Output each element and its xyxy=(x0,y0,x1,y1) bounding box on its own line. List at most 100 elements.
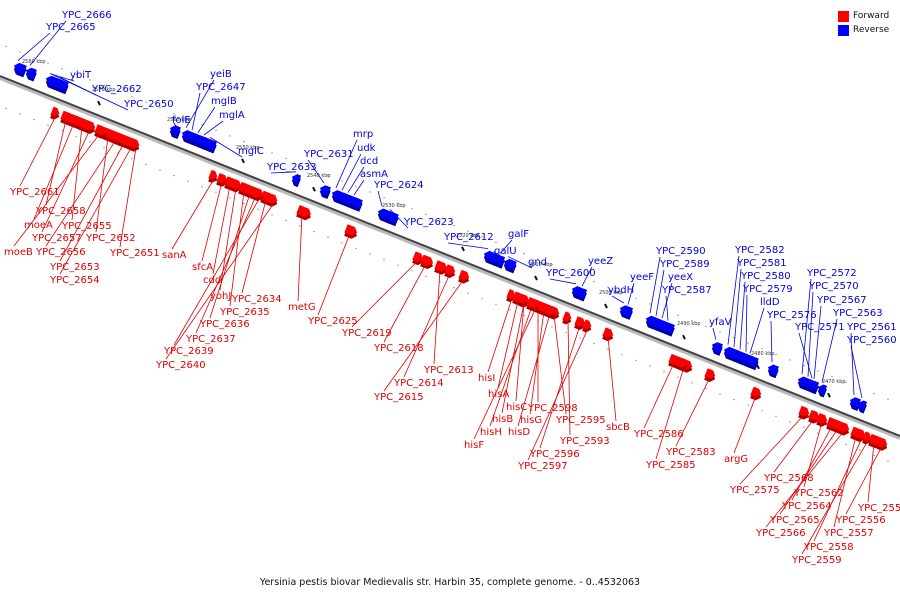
forward-gene-label: YPC_2558 xyxy=(803,542,854,553)
reverse-gene-leader xyxy=(727,255,740,345)
forward-guide-dot xyxy=(635,359,637,362)
reverse-guide-dot xyxy=(327,174,329,176)
forward-gene-label: sbcB xyxy=(606,422,630,433)
reverse-gene-arrow xyxy=(25,67,37,82)
forward-gene-leader xyxy=(45,139,117,247)
reverse-gene-leader xyxy=(798,332,813,379)
forward-gene-arrow xyxy=(518,293,528,307)
kbp-tick xyxy=(604,303,608,309)
kbp-tick xyxy=(97,100,101,106)
forward-gene-label: hisI xyxy=(478,373,495,384)
forward-gene-label: moeA xyxy=(24,220,53,231)
forward-gene-leader xyxy=(41,129,91,233)
reverse-gene-leader xyxy=(770,320,773,363)
forward-guide-dot xyxy=(733,398,735,401)
forward-gene-arrow xyxy=(444,264,456,278)
reverse-guide-dot xyxy=(369,191,371,193)
reverse-gene-arrow xyxy=(577,288,588,302)
forward-gene-leader xyxy=(487,298,513,373)
reverse-swatch xyxy=(838,24,849,36)
forward-gene-arrow xyxy=(544,304,556,318)
forward-gene-leader xyxy=(403,273,451,378)
kbp-tick xyxy=(682,334,686,340)
forward-gene-leader xyxy=(607,336,617,422)
forward-gene-leader xyxy=(773,418,815,473)
reverse-guide-dot xyxy=(89,79,91,81)
reverse-gene-label: YPC_2631 xyxy=(303,149,354,160)
forward-gene-label: YPC_2619 xyxy=(341,328,392,339)
forward-gene-leader xyxy=(675,377,711,447)
reverse-guide-dot xyxy=(19,51,21,53)
reverse-gene-leader xyxy=(649,256,661,314)
reverse-gene-label: yeeX xyxy=(668,272,693,283)
forward-gene-label: YPC_2562 xyxy=(793,488,844,499)
reverse-gene-label: YPC_2666 xyxy=(61,10,112,21)
reverse-gene-leader xyxy=(850,332,855,396)
reverse-guide-dot xyxy=(47,62,49,64)
reverse-gene-label: YPC_2665 xyxy=(45,22,96,33)
reverse-guide-dot xyxy=(425,213,427,216)
reverse-gene-label: YPC_2582 xyxy=(734,245,785,256)
forward-guide-dot xyxy=(649,365,651,367)
forward-gene-label: YPC_2651 xyxy=(109,248,160,259)
reverse-gene-label: dcd xyxy=(360,156,378,167)
kbp-tick xyxy=(756,364,760,370)
reverse-gene-leader xyxy=(173,122,177,127)
forward-gene-label: hisC xyxy=(506,402,527,413)
reverse-gene-label: YPC_2580 xyxy=(740,271,791,282)
reverse-guide-dot xyxy=(775,353,777,356)
reverse-gene-label: YPC_2624 xyxy=(373,180,424,191)
forward-gene-label: YPC_2568 xyxy=(763,473,814,484)
reverse-gene-label: YPC_2576 xyxy=(766,310,817,321)
forward-gene-label: YPC_2618 xyxy=(373,343,424,354)
forward-gene-leader xyxy=(515,302,525,402)
forward-gene-leader xyxy=(539,325,581,449)
forward-guide-dot xyxy=(145,163,147,166)
forward-guide-dot xyxy=(677,376,679,378)
reverse-gene-label: YPC_2579 xyxy=(742,284,793,295)
forward-gene-label: YPC_2575 xyxy=(729,485,780,496)
forward-gene-label: YPC_2635 xyxy=(219,307,270,318)
reverse-gene-label: YPC_2563 xyxy=(832,308,883,319)
reverse-guide-dot xyxy=(817,370,819,372)
forward-gene-label: YPC_2595 xyxy=(555,415,606,426)
forward-guide-dot xyxy=(159,169,161,171)
reverse-gene-arrow xyxy=(291,174,302,188)
forward-gene-label: YPC_2657 xyxy=(31,233,82,244)
forward-gene-label: YPC_2557 xyxy=(823,528,874,539)
forward-gene-label: YPC_2652 xyxy=(85,233,136,244)
forward-guide-dot xyxy=(411,270,413,272)
forward-gene-label: hisD xyxy=(508,427,530,438)
reverse-gene-leader xyxy=(270,171,297,174)
forward-gene-leader xyxy=(119,147,137,248)
reverse-gene-leader xyxy=(549,278,577,285)
forward-gene-arrow xyxy=(84,120,96,134)
reverse-gene-leader xyxy=(447,242,489,249)
forward-guide-dot xyxy=(299,225,301,227)
forward-gene-label: YPC_2586 xyxy=(633,429,684,440)
genome-axis xyxy=(0,75,900,437)
reverse-gene-leader xyxy=(203,120,224,136)
forward-gene-leader xyxy=(529,310,545,415)
reverse-guide-dot xyxy=(635,297,637,300)
forward-gene-arrow xyxy=(876,437,888,451)
forward-guide-dot xyxy=(663,370,665,373)
reverse-gene-label: YPC_2572 xyxy=(806,268,857,279)
reverse-guide-dot xyxy=(719,331,721,333)
forward-gene-label: YPC_2565 xyxy=(769,515,820,526)
forward-gene-leader xyxy=(527,328,589,461)
reverse-gene-leader xyxy=(733,268,742,348)
forward-gene-leader xyxy=(733,395,757,454)
forward-guide-dot xyxy=(719,393,721,395)
forward-gene-arrow xyxy=(344,224,358,239)
forward-guide-dot xyxy=(747,404,749,406)
reverse-guide-dot xyxy=(845,381,847,384)
reverse-guide-dot xyxy=(215,129,217,132)
forward-guide-dot xyxy=(551,326,553,328)
reverse-gene-leader xyxy=(191,92,201,131)
forward-guide-dot xyxy=(75,135,77,138)
reverse-guide-dot xyxy=(761,348,763,350)
reverse-guide-dot xyxy=(285,157,287,160)
